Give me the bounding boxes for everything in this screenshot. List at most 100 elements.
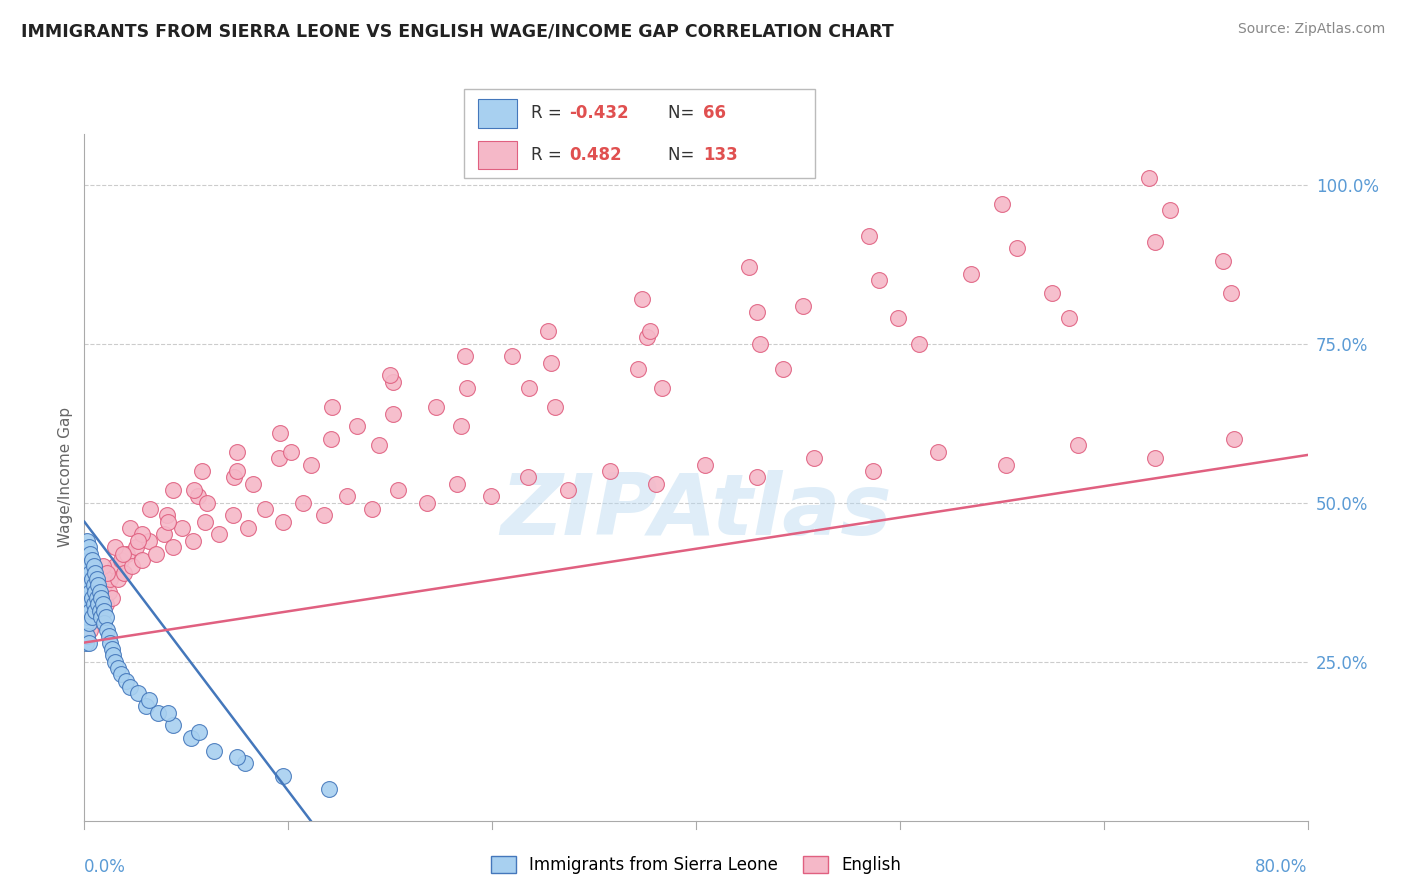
Point: [153, 527, 176, 541]
Point: [76, 572, 98, 586]
Point: [91, 591, 114, 605]
Point: [135, 699, 157, 714]
Point: [749, 336, 772, 351]
Point: [862, 464, 884, 478]
Point: [101, 642, 124, 657]
Point: [75, 598, 97, 612]
Point: [89, 604, 111, 618]
Point: [738, 260, 761, 275]
Point: [858, 228, 880, 243]
Point: [360, 502, 382, 516]
Point: [202, 744, 225, 758]
Point: [97, 584, 120, 599]
Point: [86, 610, 108, 624]
Point: [537, 324, 560, 338]
Text: R =: R =: [531, 104, 567, 122]
Point: [83, 559, 105, 574]
Point: [101, 591, 124, 605]
Point: [83, 578, 105, 592]
Point: [292, 496, 315, 510]
Point: [125, 540, 148, 554]
Point: [80, 553, 103, 567]
Point: [76, 629, 98, 643]
Point: [89, 584, 111, 599]
Text: ZIPAtlas: ZIPAtlas: [501, 470, 891, 553]
Point: [138, 533, 160, 548]
Point: [450, 419, 472, 434]
Point: [104, 655, 127, 669]
Point: [107, 572, 129, 586]
Point: [145, 547, 167, 561]
Point: [104, 559, 127, 574]
Point: [479, 489, 502, 503]
Point: [91, 559, 114, 574]
Point: [321, 401, 343, 415]
Point: [927, 444, 949, 458]
Point: [887, 311, 910, 326]
Point: [98, 572, 121, 586]
Point: [645, 476, 668, 491]
Point: [79, 604, 101, 618]
Point: [146, 706, 169, 720]
FancyBboxPatch shape: [478, 141, 517, 169]
Point: [1040, 285, 1063, 300]
Point: [76, 553, 98, 567]
Point: [226, 444, 249, 458]
Point: [84, 604, 107, 618]
Text: -0.432: -0.432: [569, 104, 628, 122]
Point: [516, 470, 538, 484]
Point: [90, 591, 112, 605]
Point: [131, 527, 153, 541]
Y-axis label: Wage/Income Gap: Wage/Income Gap: [58, 407, 73, 548]
Point: [792, 299, 814, 313]
Point: [1143, 451, 1166, 466]
Point: [195, 496, 218, 510]
Point: [1057, 311, 1080, 326]
Text: 80.0%: 80.0%: [1256, 858, 1308, 877]
Point: [93, 604, 115, 618]
Point: [267, 451, 290, 466]
Point: [77, 604, 100, 618]
Point: [627, 362, 650, 376]
Point: [1005, 241, 1028, 255]
Point: [75, 635, 97, 649]
Point: [1143, 235, 1166, 249]
Point: [382, 407, 405, 421]
Point: [83, 598, 105, 612]
Point: [299, 458, 322, 472]
Point: [83, 598, 105, 612]
Point: [908, 336, 931, 351]
Point: [991, 196, 1014, 211]
Point: [83, 578, 105, 592]
Point: [86, 584, 108, 599]
Point: [638, 324, 661, 338]
Point: [242, 476, 264, 491]
Point: [387, 483, 409, 497]
Point: [107, 661, 129, 675]
Point: [380, 368, 402, 383]
Point: [76, 591, 98, 605]
Point: [86, 591, 108, 605]
Point: [96, 566, 118, 580]
Point: [115, 547, 138, 561]
Point: [94, 598, 117, 612]
Point: [98, 635, 121, 649]
Point: [80, 610, 103, 624]
Point: [120, 680, 142, 694]
Point: [89, 584, 111, 599]
Point: [557, 483, 579, 497]
Point: [156, 508, 179, 523]
Point: [651, 381, 673, 395]
Point: [446, 476, 468, 491]
Point: [995, 458, 1018, 472]
Point: [87, 578, 110, 592]
Point: [79, 584, 101, 599]
Point: [79, 566, 101, 580]
Point: [139, 502, 162, 516]
Point: [77, 540, 100, 554]
Point: [631, 292, 654, 306]
Point: [191, 464, 214, 478]
Point: [120, 521, 142, 535]
Point: [76, 610, 98, 624]
Point: [186, 489, 208, 503]
